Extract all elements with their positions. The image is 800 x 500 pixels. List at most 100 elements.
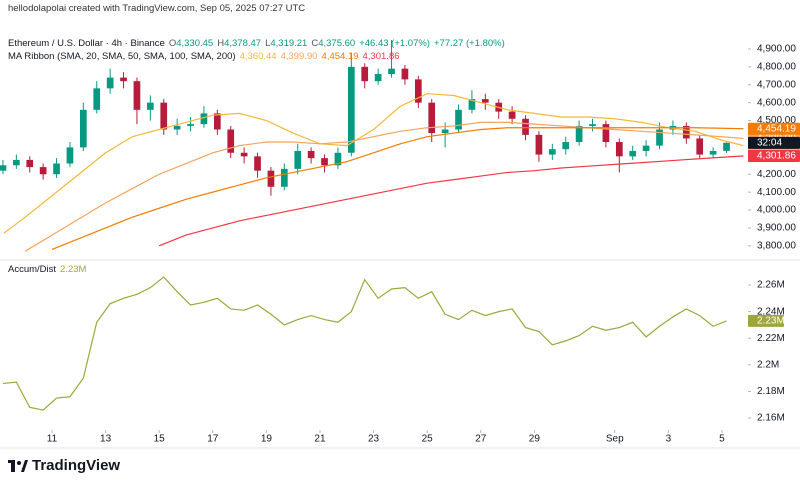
- y-tick-label: 4,000.00: [757, 205, 796, 216]
- candle-body: [307, 150, 315, 159]
- ohlc-value: 4,330.45: [176, 38, 214, 49]
- y-tick-label: 3,900.00: [757, 223, 796, 234]
- candle-body: [254, 156, 261, 171]
- candle-body: [146, 102, 154, 110]
- y-tick-label: 2.24M: [757, 306, 785, 317]
- candle-body: [696, 138, 704, 155]
- ma-price-tag: 4,454.19: [757, 123, 796, 134]
- footer-text: TradingView: [32, 457, 121, 474]
- x-tick-label: 17: [207, 434, 219, 445]
- candle-body: [602, 124, 610, 143]
- ohlc-key: O: [168, 38, 177, 49]
- x-tick-label: Sep: [606, 434, 624, 445]
- y-tick-label: 4,500.00: [757, 115, 796, 126]
- y-tick-label: 2.18M: [757, 386, 785, 397]
- candle-body: [79, 109, 87, 148]
- ma-value: 4,360.44: [239, 51, 277, 62]
- candle-body: [374, 74, 382, 82]
- candle-body: [267, 170, 275, 187]
- candle-body: [120, 77, 127, 82]
- ohlc-value: 4,319.21: [270, 38, 308, 49]
- candle-body: [615, 142, 623, 157]
- candle-body: [294, 150, 302, 169]
- symbol-title: Ethereum / U.S. Dollar · 4h · Binance: [8, 38, 165, 49]
- ohlc-key: H: [217, 38, 225, 49]
- ma-line: [24, 121, 744, 252]
- candle-body: [388, 68, 395, 75]
- candle-body: [321, 158, 328, 166]
- y-tick-label: 2.22M: [757, 333, 785, 344]
- x-tick-label: 19: [261, 434, 273, 445]
- ma-line: [3, 93, 744, 234]
- ad-legend: Accum/Dist 2.23M: [8, 264, 90, 275]
- candle-body: [589, 124, 596, 126]
- candle-body: [26, 159, 34, 168]
- candle-body: [575, 125, 583, 143]
- ohlc-value: 4,375.60: [318, 38, 356, 49]
- candle-body: [522, 118, 529, 135]
- ma-value: 4,301.86: [362, 51, 400, 62]
- countdown-tag: 32:04: [757, 137, 782, 148]
- y-tick-label: 2.26M: [757, 280, 785, 291]
- ma-line: [158, 155, 744, 247]
- x-tick-label: 23: [368, 434, 380, 445]
- ad-tag: 2.23M: [757, 316, 785, 327]
- ma-legend: MA Ribbon (SMA, 20, SMA, 50, SMA, 100, S…: [8, 51, 404, 62]
- candle-body: [53, 163, 60, 175]
- change-label: +46.43 (+1.07%): [359, 38, 430, 49]
- footer-logo: TradingView: [8, 457, 120, 474]
- candle-body: [347, 66, 355, 153]
- candle-body: [629, 150, 637, 157]
- candle-body: [213, 113, 221, 130]
- ma-value: 4,399.90: [280, 51, 318, 62]
- candle-body: [240, 152, 248, 157]
- y-tick-label: 4,200.00: [757, 169, 796, 180]
- candle-body: [361, 66, 369, 82]
- x-tick-label: 27: [475, 434, 487, 445]
- x-tick-label: 25: [422, 434, 434, 445]
- x-tick-label: 21: [314, 434, 326, 445]
- ohlc-value: 4,378.47: [224, 38, 262, 49]
- candle-body: [187, 124, 194, 126]
- x-tick-label: 3: [666, 434, 672, 445]
- candle-body: [455, 109, 462, 130]
- candle-body: [12, 159, 20, 166]
- ohlc-key: L: [265, 38, 271, 49]
- ma-value: 4,454.19: [321, 51, 359, 62]
- candle-body: [562, 142, 570, 150]
- candle-body: [160, 102, 168, 130]
- candle-body: [106, 77, 114, 89]
- ad-line: [2, 276, 727, 411]
- candle-body: [428, 102, 436, 134]
- candle-body: [508, 111, 516, 119]
- x-tick-label: 15: [154, 434, 166, 445]
- y-tick-label: 2.2M: [757, 359, 779, 370]
- x-tick-label: 5: [719, 434, 725, 445]
- candle-body: [200, 113, 208, 125]
- logo-icon: [8, 459, 28, 472]
- candle-body: [0, 165, 7, 171]
- candle-body: [441, 129, 449, 134]
- indicator-name: MA Ribbon (SMA, 20, SMA, 50, SMA, 100, S…: [8, 51, 236, 62]
- candle-body: [280, 168, 288, 187]
- ad-tag-bg: [748, 314, 784, 327]
- ad-value: 2.23M: [60, 264, 87, 275]
- candle-body: [656, 129, 663, 146]
- candle-body: [173, 125, 181, 130]
- y-tick-label: 4,600.00: [757, 97, 796, 108]
- candle-body: [723, 142, 730, 151]
- candle-body: [401, 68, 409, 80]
- y-tick-label: 4,100.00: [757, 187, 796, 198]
- candle-body: [709, 150, 717, 155]
- countdown-tag-bg: [748, 136, 800, 149]
- ma-price-tag: 4,301.86: [757, 151, 796, 162]
- ad-title: Accum/Dist: [8, 264, 57, 275]
- x-tick-label: 11: [47, 434, 58, 445]
- candle-body: [133, 81, 141, 110]
- candle-body: [227, 129, 235, 153]
- candle-body: [334, 152, 342, 166]
- x-tick-label: 13: [100, 434, 112, 445]
- candle-body: [682, 125, 690, 139]
- candle-body: [66, 147, 74, 164]
